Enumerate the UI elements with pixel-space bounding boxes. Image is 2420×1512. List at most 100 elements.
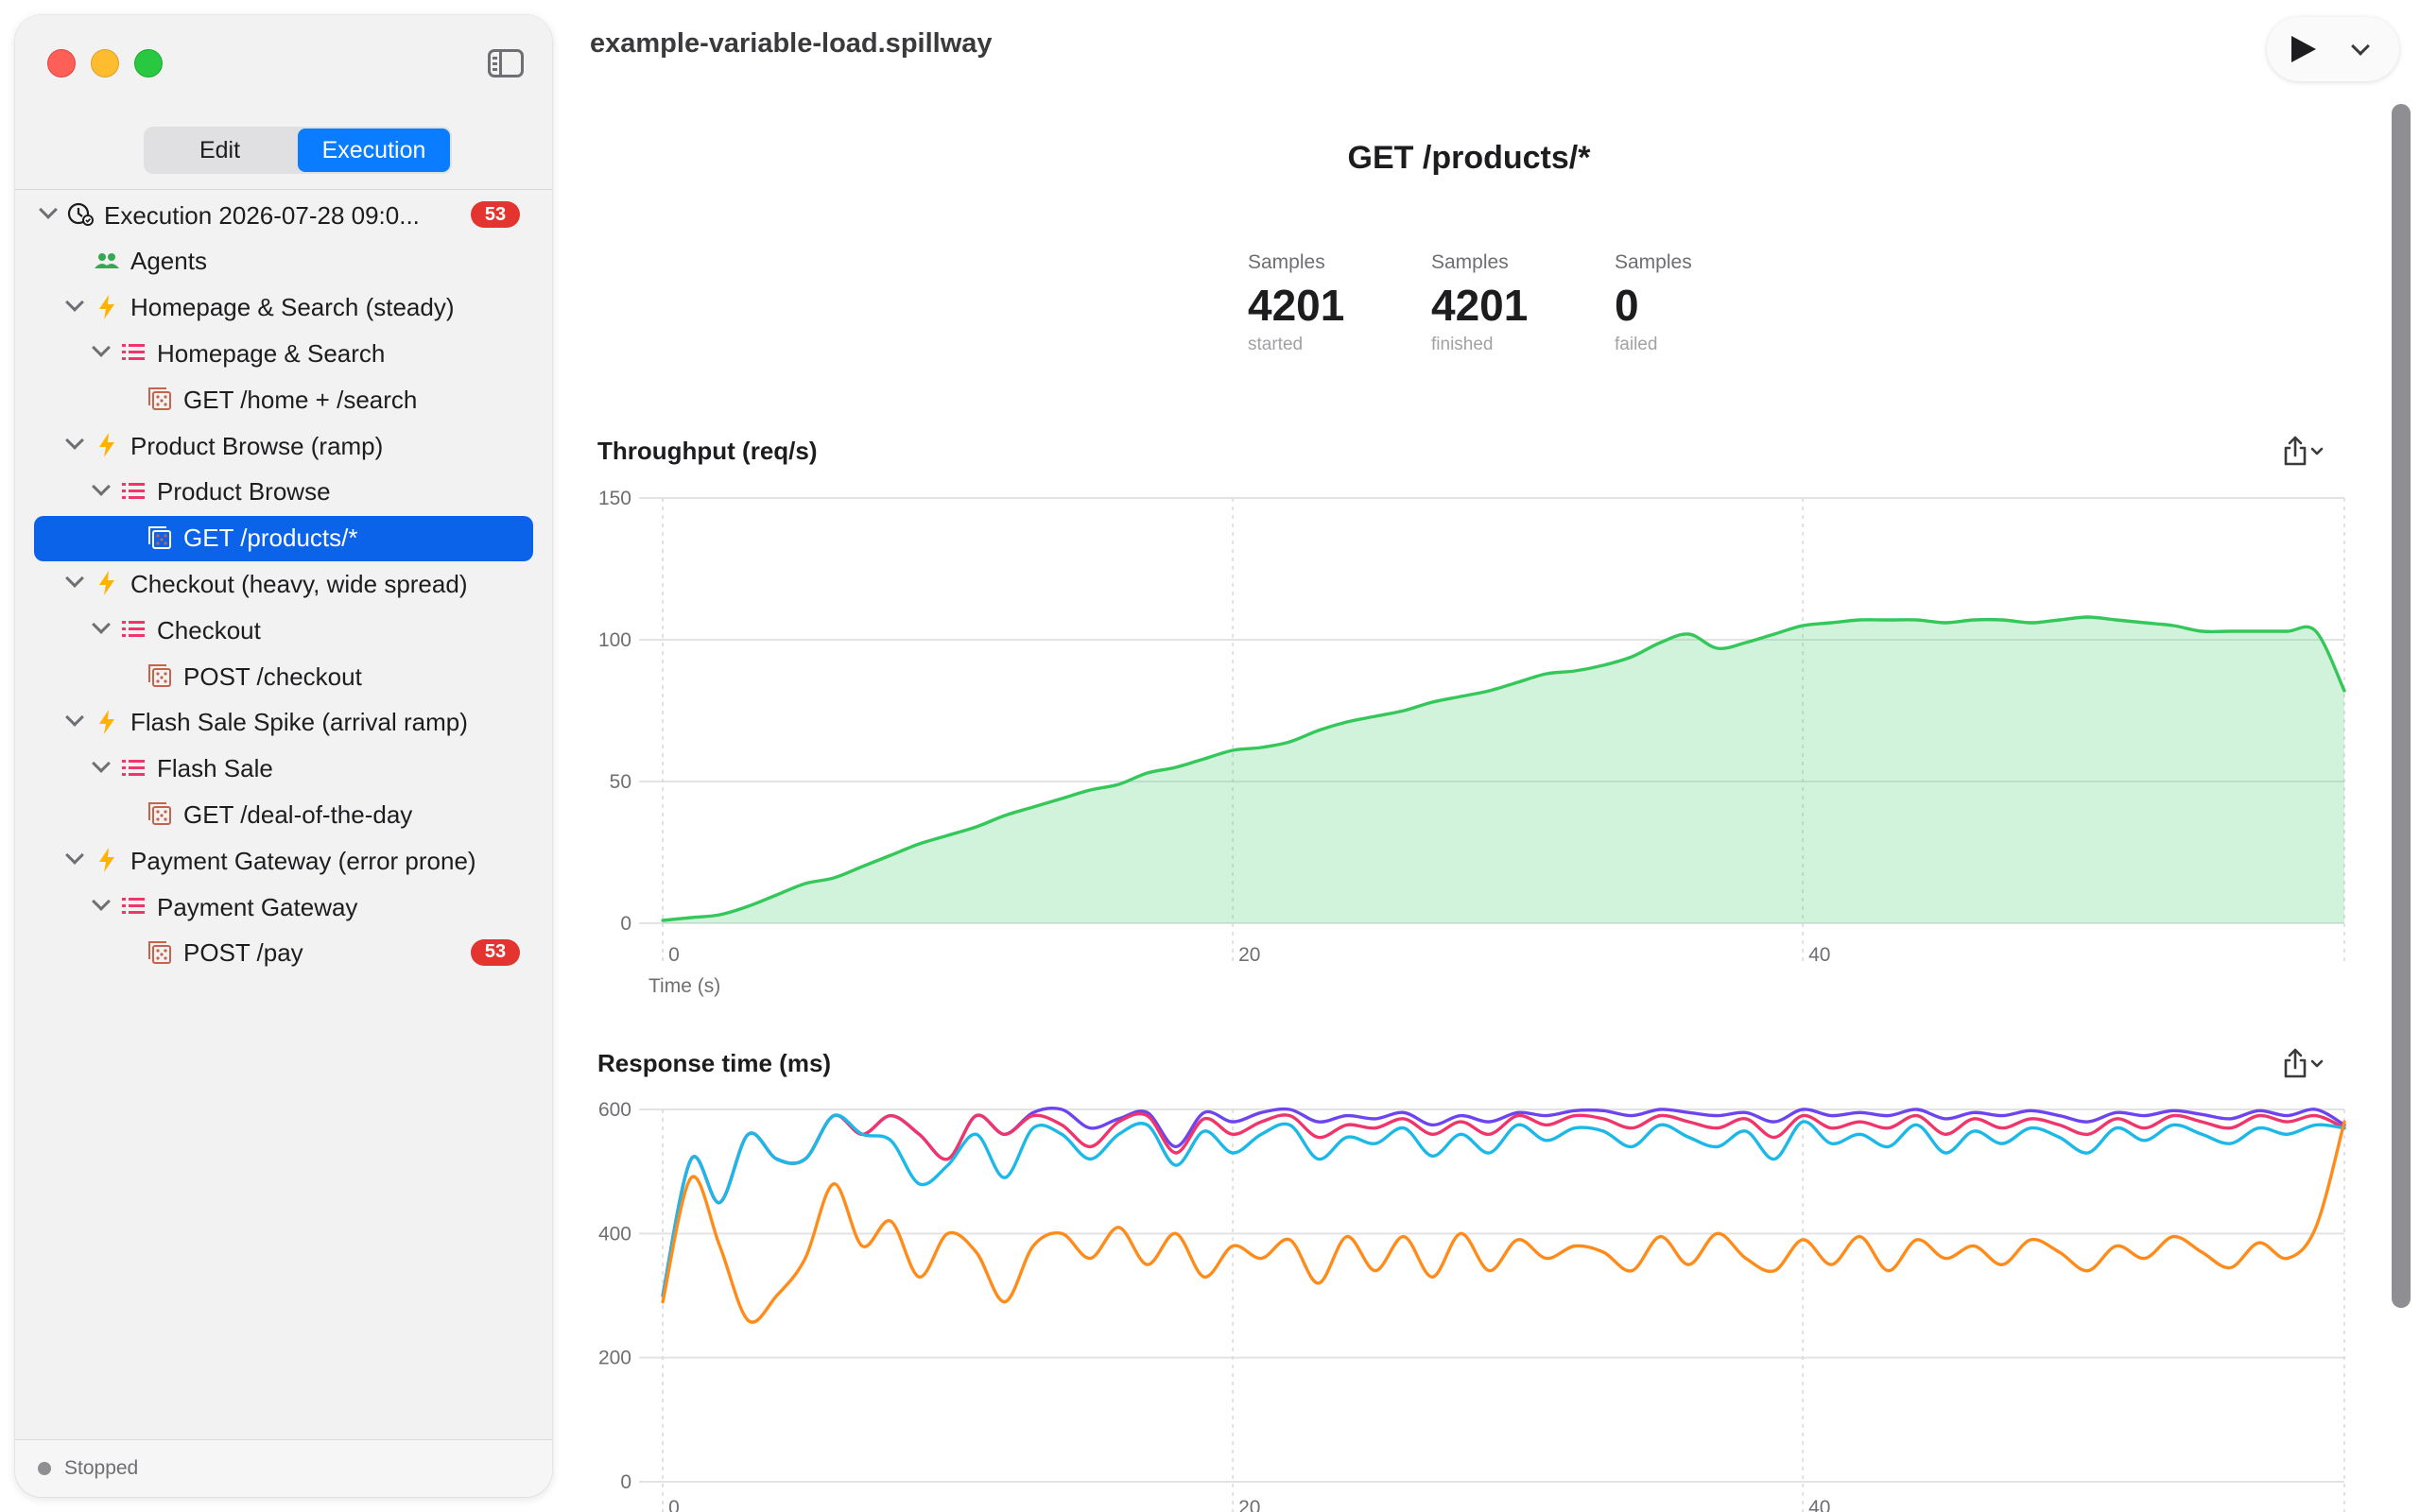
list-icon: [119, 338, 147, 367]
tree-row[interactable]: Product Browse: [34, 470, 533, 515]
chevron-down-icon[interactable]: [92, 892, 111, 911]
tree-row[interactable]: Payment Gateway (error prone): [34, 838, 533, 884]
zoom-window-button[interactable]: [134, 49, 163, 77]
agents-icon: [93, 247, 121, 275]
request-icon: [146, 799, 174, 828]
mode-segmented-control: Edit Execution: [144, 127, 452, 174]
series-line-1: [661, 1111, 2346, 1297]
chevron-down-icon[interactable]: [92, 753, 111, 773]
chevron-down-icon[interactable]: [2351, 37, 2370, 56]
close-window-button[interactable]: [47, 49, 76, 77]
x-axis-label: Time (s): [648, 975, 720, 997]
chevron-down-icon[interactable]: [65, 846, 84, 866]
x-tick-label: 0: [668, 1497, 680, 1512]
lightning-icon: [93, 569, 121, 597]
tree-row[interactable]: Agents: [34, 239, 533, 284]
tree-row-label: GET /products/*: [183, 524, 358, 553]
stat-caption: started: [1248, 335, 1304, 354]
list-icon: [119, 892, 147, 920]
chevron-down-icon[interactable]: [65, 569, 84, 589]
stat-caption: failed: [1615, 335, 1658, 354]
chevron-down-icon[interactable]: [92, 615, 111, 635]
list-icon: [119, 754, 147, 782]
tree-row-label: Agents: [130, 247, 207, 276]
lightning-icon: [93, 293, 121, 321]
tree-row-label: POST /checkout: [183, 662, 362, 691]
error-count-badge: 53: [471, 938, 520, 966]
chevron-down-icon[interactable]: [65, 292, 84, 312]
tree-row-label: Checkout (heavy, wide spread): [130, 569, 468, 598]
minimize-window-button[interactable]: [91, 49, 119, 77]
tree-row[interactable]: Homepage & Search (steady): [34, 285, 533, 331]
y-tick-label: 150: [598, 488, 631, 509]
lightning-icon: [93, 431, 121, 459]
stat-failed: Samples 0 failed: [1615, 251, 1692, 355]
x-tick-label: 20: [1238, 1497, 1260, 1512]
stat-finished: Samples 4201 finished: [1431, 251, 1528, 355]
error-count-badge: 53: [471, 201, 520, 228]
stat-started: Samples 4201 started: [1248, 251, 1344, 355]
tree-row-label: GET /deal-of-the-day: [183, 799, 413, 829]
tab-edit[interactable]: Edit: [199, 136, 241, 163]
tree-row[interactable]: Product Browse (ramp): [34, 423, 533, 469]
tree-row[interactable]: Flash Sale: [34, 747, 533, 792]
stat-value: 4201: [1248, 281, 1345, 330]
list-icon: [119, 615, 147, 644]
vertical-scrollbar[interactable]: [2392, 104, 2411, 1308]
response-time-chart: 0 200 400 600 0 20 40: [598, 1099, 2346, 1512]
list-icon: [119, 477, 147, 506]
stat-value: 4201: [1431, 281, 1529, 330]
stat-label: Samples: [1615, 251, 1692, 273]
tree-row[interactable]: Execution 2026-07-28 09:0... 53: [34, 193, 533, 238]
tree-row[interactable]: Flash Sale Spike (arrival ramp): [34, 700, 533, 746]
run-controls: [2267, 17, 2399, 81]
throughput-chart: 0 50 100 150 0 20 40 Time (s): [598, 488, 2346, 997]
chevron-down-icon[interactable]: [92, 476, 111, 496]
tree-row[interactable]: Checkout: [34, 608, 533, 653]
tree-row-label: Homepage & Search (steady): [130, 293, 455, 322]
tree-row-label: Flash Sale Spike (arrival ramp): [130, 708, 468, 737]
series-line-2: [661, 1113, 2346, 1297]
response-time-chart-title: Response time (ms): [597, 1049, 832, 1077]
request-icon: [146, 938, 174, 967]
play-icon[interactable]: [2288, 34, 2322, 64]
tab-execution[interactable]: Execution: [298, 129, 450, 172]
lightning-icon: [93, 708, 121, 736]
stat-label: Samples: [1431, 251, 1509, 273]
y-tick-label: 0: [620, 913, 631, 935]
chevron-down-icon[interactable]: [39, 200, 58, 219]
y-tick-label: 100: [598, 629, 631, 651]
lightning-icon: [93, 846, 121, 874]
share-menu-icon[interactable]: [2280, 1047, 2337, 1079]
status-text: Stopped: [64, 1457, 139, 1479]
tree-row-label: Product Browse: [157, 477, 331, 507]
tree-row[interactable]: GET /home + /search: [34, 377, 533, 422]
throughput-chart-title: Throughput (req/s): [597, 437, 818, 465]
tree-row-label: Payment Gateway: [157, 892, 358, 921]
y-tick-label: 50: [610, 771, 631, 793]
tree-row-label: Homepage & Search: [157, 338, 386, 368]
tree-row-label: POST /pay: [183, 938, 303, 968]
x-tick-label: 0: [668, 944, 680, 966]
tree-row[interactable]: POST /pay 53: [34, 931, 533, 976]
chevron-down-icon[interactable]: [92, 338, 111, 358]
tree-row[interactable]: Payment Gateway: [34, 885, 533, 930]
x-tick-label: 20: [1238, 944, 1260, 966]
chevron-down-icon[interactable]: [65, 431, 84, 450]
series-line-3: [661, 1120, 2346, 1324]
share-menu-icon[interactable]: [2280, 435, 2337, 467]
tree-row-label: GET /home + /search: [183, 385, 418, 414]
x-tick-label: 40: [1808, 1497, 1830, 1512]
tree-row[interactable]: POST /checkout: [34, 654, 533, 699]
tree-row[interactable]: Checkout (heavy, wide spread): [34, 561, 533, 607]
sidebar-toggle-icon[interactable]: [488, 49, 524, 77]
series-area: [663, 617, 2344, 923]
chevron-down-icon[interactable]: [65, 707, 84, 727]
stat-label: Samples: [1248, 251, 1325, 273]
tree-row-selected[interactable]: GET /products/*: [34, 515, 533, 561]
y-tick-label: 600: [598, 1099, 631, 1121]
tree-row[interactable]: GET /deal-of-the-day: [34, 792, 533, 837]
request-icon: [146, 524, 174, 552]
tree-row[interactable]: Homepage & Search: [34, 331, 533, 376]
